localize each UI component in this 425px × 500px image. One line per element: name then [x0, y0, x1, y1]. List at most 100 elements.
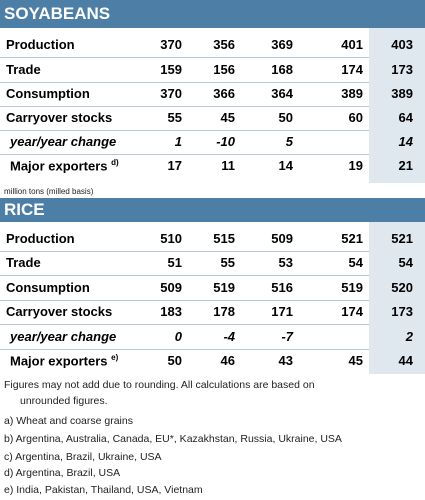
soy-row-consumption: Consumption 370 366 364 389 389: [0, 82, 425, 106]
row-label: Trade: [6, 255, 41, 270]
divider: [0, 57, 369, 58]
row-label: Major exporters e): [10, 353, 118, 368]
cell: 45: [220, 110, 235, 125]
cell: 64: [398, 110, 413, 125]
row-label: Consumption: [6, 280, 90, 295]
cell: 401: [341, 37, 363, 52]
rice-row-trade: Trade 51 55 53 54 54: [0, 251, 425, 275]
divider: [0, 130, 369, 131]
cell: 159: [160, 62, 182, 77]
row-label-text: Major exporters: [10, 353, 108, 369]
rice-row-consumption: Consumption 509 519 516 519 520: [0, 276, 425, 300]
cell: 509: [160, 280, 182, 295]
cell: 50: [278, 110, 293, 125]
soyabeans-title: SOYABEANS: [4, 4, 111, 23]
unit-note: million tons (milled basis): [4, 187, 94, 196]
row-label: Major exporters d): [10, 158, 119, 173]
divider: [0, 324, 369, 325]
cell: 46: [220, 353, 235, 368]
cell: 178: [213, 304, 235, 319]
footnote-e: e) India, Pakistan, Thailand, USA, Vietn…: [4, 484, 203, 496]
cell: 520: [391, 280, 413, 295]
cell: 521: [341, 231, 363, 246]
footnote-rounding: Figures may not add due to rounding. All…: [4, 379, 315, 391]
footnote-marker: d): [111, 158, 119, 167]
cell: 55: [220, 255, 235, 270]
cell: 171: [271, 304, 293, 319]
cell: 51: [167, 255, 182, 270]
footnote-marker: e): [111, 353, 119, 362]
footnote-d: d) Argentina, Brazil, USA: [4, 467, 121, 479]
cell: 519: [341, 280, 363, 295]
rice-row-carryover: Carryover stocks 183 178 171 174 173: [0, 300, 425, 324]
rice-forecast-column: [369, 222, 425, 374]
cell: 173: [391, 62, 413, 77]
soy-row-yoy: year/year change 1 -10 5 14: [0, 130, 425, 154]
cell: 156: [213, 62, 235, 77]
cell: 364: [271, 86, 293, 101]
cell: 183: [160, 304, 182, 319]
cell: 2: [405, 329, 413, 344]
footnote-rounding-cont: unrounded figures.: [20, 395, 108, 407]
cell: 0: [174, 329, 182, 344]
cell: 54: [398, 255, 413, 270]
soyabeans-forecast-column: [369, 28, 425, 183]
soy-row-exporters: Major exporters d) 17 11 14 19 21: [0, 154, 425, 178]
cell: 14: [278, 158, 293, 173]
divider: [0, 275, 369, 276]
cell: 54: [348, 255, 363, 270]
cell: 43: [278, 353, 293, 368]
row-label: Consumption: [6, 86, 90, 101]
rice-header: RICE: [0, 198, 425, 222]
footnote-a: a) Wheat and coarse grains: [4, 415, 133, 427]
row-label: Production: [6, 231, 75, 246]
footnote-c: c) Argentina, Brazil, Ukraine, USA: [4, 451, 162, 463]
cell: 389: [391, 86, 413, 101]
divider: [0, 82, 369, 83]
rice-row-yoy: year/year change 0 -4 -7 2: [0, 325, 425, 349]
cell: 403: [391, 37, 413, 52]
row-label: Carryover stocks: [6, 110, 113, 125]
cell: 168: [271, 62, 293, 77]
cell: 1: [174, 134, 182, 149]
row-label: year/year change: [10, 134, 117, 149]
cell: 19: [348, 158, 363, 173]
row-label: Carryover stocks: [6, 304, 113, 319]
cell: 44: [398, 353, 413, 368]
divider: [0, 154, 369, 155]
row-label: Trade: [6, 62, 41, 77]
cell: 515: [213, 231, 235, 246]
divider: [0, 106, 369, 107]
cell: 521: [391, 231, 413, 246]
cell: 21: [398, 158, 413, 173]
divider: [0, 349, 369, 350]
cell: 370: [160, 37, 182, 52]
cell: 55: [167, 110, 182, 125]
cell: 174: [341, 304, 363, 319]
cell: 174: [341, 62, 363, 77]
cell: 389: [341, 86, 363, 101]
cell: 45: [348, 353, 363, 368]
cell: 366: [213, 86, 235, 101]
divider: [0, 300, 369, 301]
cell: 17: [167, 158, 182, 173]
cell: 173: [391, 304, 413, 319]
footnote-b: b) Argentina, Australia, Canada, EU*, Ka…: [4, 433, 342, 445]
rice-row-exporters: Major exporters e) 50 46 43 45 44: [0, 349, 425, 373]
soyabeans-header: SOYABEANS: [0, 0, 425, 28]
cell: 519: [213, 280, 235, 295]
row-label: Production: [6, 37, 75, 52]
row-label-text: Major exporters: [10, 158, 108, 174]
cell: 60: [348, 110, 363, 125]
cell: 11: [221, 158, 235, 173]
cell: -4: [223, 329, 235, 344]
cell: 53: [278, 255, 293, 270]
soy-row-carryover: Carryover stocks 55 45 50 60 64: [0, 106, 425, 130]
cell: -10: [216, 134, 235, 149]
cell: 14: [398, 134, 413, 149]
cell: 356: [213, 37, 235, 52]
cell: 50: [167, 353, 182, 368]
cell: 369: [271, 37, 293, 52]
cell: 370: [160, 86, 182, 101]
cell: 510: [160, 231, 182, 246]
